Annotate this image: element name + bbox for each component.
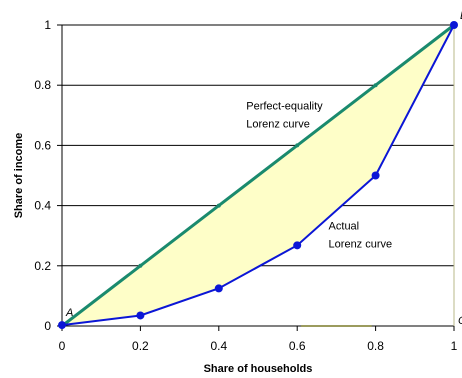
- actual-point: [136, 311, 145, 320]
- axes: [57, 24, 455, 331]
- y-tick-label: 0.6: [34, 138, 51, 152]
- actual-point: [214, 284, 223, 293]
- actual-point: [371, 171, 380, 180]
- actual-lorenz-line: [61, 24, 455, 327]
- annotation-line: Lorenz curve: [246, 118, 310, 130]
- equality-point: [216, 203, 221, 208]
- point-labels: A B C: [65, 10, 462, 327]
- y-tick-label: 0.4: [34, 199, 51, 213]
- point-label-b: B: [460, 10, 462, 22]
- x-tick-label: 0.4: [210, 339, 227, 353]
- equality-line: [61, 23, 455, 328]
- y-tick-label: 1: [44, 18, 51, 32]
- series-layer: [58, 21, 458, 330]
- x-tick-label: 0.6: [289, 339, 306, 353]
- x-tick-label: 0.8: [367, 339, 384, 353]
- equality-point: [295, 143, 300, 148]
- actual-point: [58, 321, 66, 330]
- actual-point: [450, 21, 458, 29]
- annotations: Perfect-equality Lorenz curve Actual Lorenz…: [246, 100, 392, 250]
- y-tick-label: 0.8: [34, 78, 51, 92]
- annotation-line: Actual: [329, 221, 360, 233]
- annotation-text: Perfect-equality Lorenz curve: [246, 100, 323, 130]
- x-tick-label: 0.2: [132, 339, 149, 353]
- y-tick-label: 0.2: [34, 259, 51, 273]
- annotation-text: Actual Lorenz curve: [329, 221, 393, 251]
- x-tick-label: 1: [451, 339, 458, 353]
- equality-point: [138, 263, 143, 268]
- point-label-c: C: [458, 315, 462, 327]
- equality-point: [373, 83, 378, 88]
- point-label-a: A: [65, 307, 73, 319]
- x-axis-title: Share of households: [204, 363, 313, 375]
- x-tick-labels: 0 0.2 0.4 0.6 0.8 1: [59, 339, 458, 353]
- y-tick-labels: 0 0.2 0.4 0.6 0.8 1: [34, 18, 51, 333]
- y-axis-title: Share of income: [13, 133, 25, 219]
- actual-point: [293, 241, 302, 250]
- x-tick-label: 0: [59, 339, 66, 353]
- y-tick-label: 0: [44, 319, 51, 333]
- annotation-line: Perfect-equality: [246, 100, 323, 112]
- annotation-line: Lorenz curve: [329, 239, 393, 251]
